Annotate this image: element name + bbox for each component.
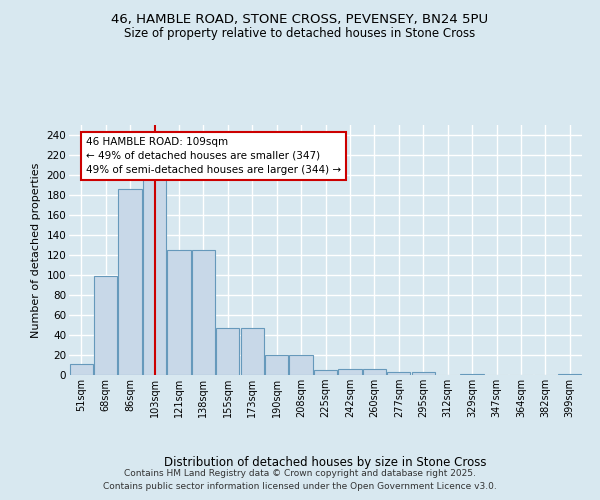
- Bar: [118, 189, 142, 375]
- Text: Contains HM Land Registry data © Crown copyright and database right 2025.: Contains HM Land Registry data © Crown c…: [124, 468, 476, 477]
- Bar: [460, 374, 484, 375]
- Bar: [314, 370, 337, 375]
- Bar: [70, 364, 93, 375]
- Bar: [192, 250, 215, 375]
- Bar: [363, 369, 386, 375]
- Bar: [289, 355, 313, 375]
- Text: 46, HAMBLE ROAD, STONE CROSS, PEVENSEY, BN24 5PU: 46, HAMBLE ROAD, STONE CROSS, PEVENSEY, …: [112, 12, 488, 26]
- X-axis label: Distribution of detached houses by size in Stone Cross: Distribution of detached houses by size …: [164, 456, 487, 469]
- Bar: [387, 372, 410, 375]
- Bar: [338, 369, 362, 375]
- Bar: [412, 372, 435, 375]
- Bar: [143, 174, 166, 375]
- Text: Size of property relative to detached houses in Stone Cross: Size of property relative to detached ho…: [124, 28, 476, 40]
- Bar: [94, 276, 117, 375]
- Bar: [265, 355, 288, 375]
- Bar: [216, 328, 239, 375]
- Bar: [241, 328, 264, 375]
- Y-axis label: Number of detached properties: Number of detached properties: [31, 162, 41, 338]
- Text: Contains public sector information licensed under the Open Government Licence v3: Contains public sector information licen…: [103, 482, 497, 491]
- Bar: [167, 250, 191, 375]
- Text: 46 HAMBLE ROAD: 109sqm
← 49% of detached houses are smaller (347)
49% of semi-de: 46 HAMBLE ROAD: 109sqm ← 49% of detached…: [86, 137, 341, 175]
- Bar: [558, 374, 581, 375]
